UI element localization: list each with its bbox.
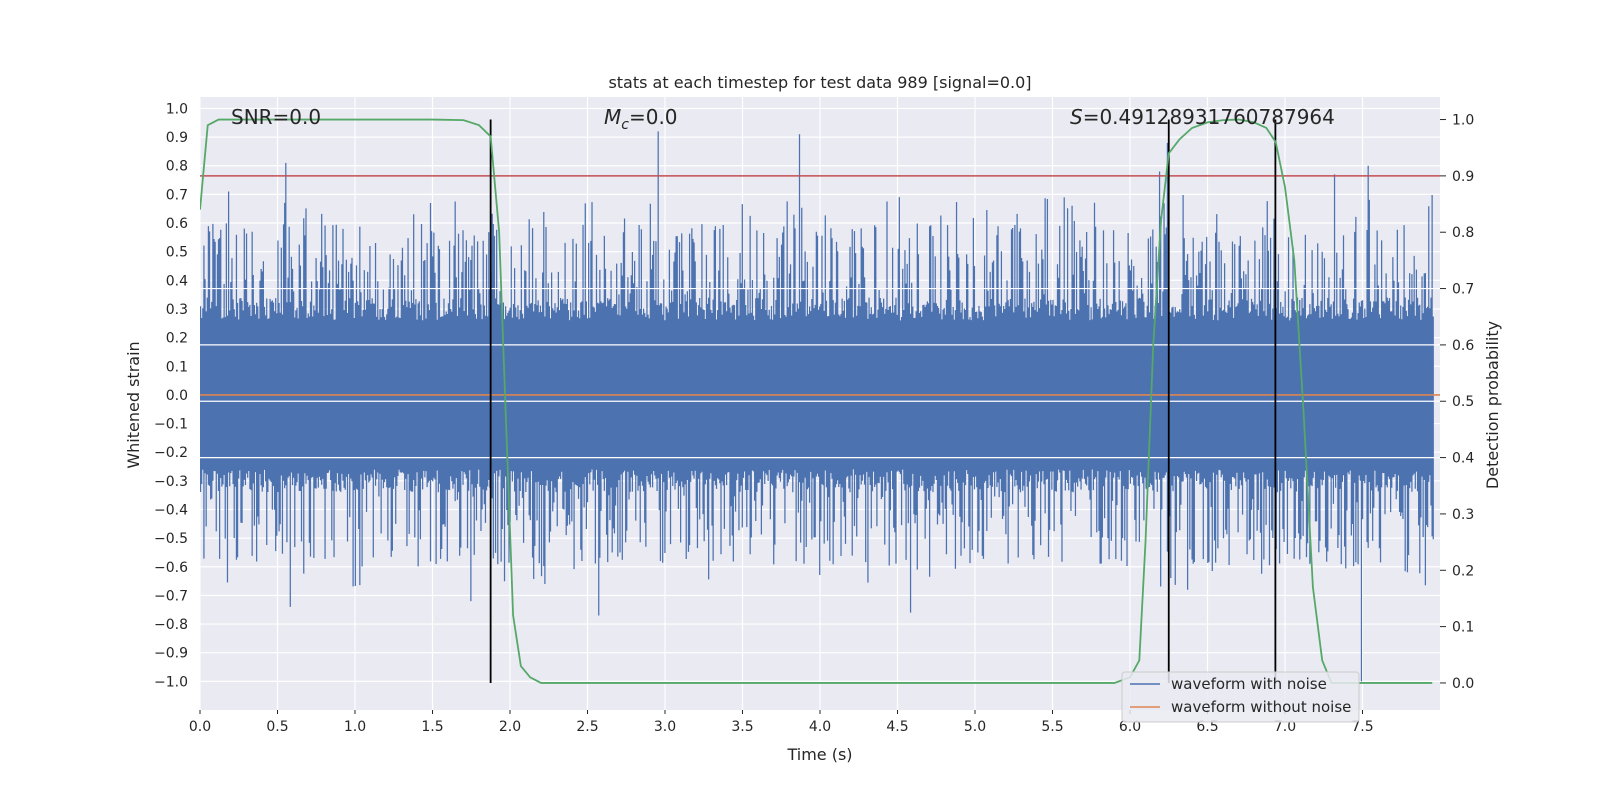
x-tick-label: 4.0 (809, 719, 831, 735)
chart-title: stats at each timestep for test data 989… (608, 73, 1031, 92)
x-axis-label: Time (s) (786, 745, 852, 764)
x-tick-label: 7.5 (1351, 719, 1373, 735)
y-right-tick-label: 1.0 (1452, 113, 1474, 129)
x-tick-label: 0.5 (266, 719, 288, 735)
x-tick-label: 1.5 (421, 719, 443, 735)
x-tick-label: 3.5 (731, 719, 753, 735)
x-tick-label: 6.0 (1119, 719, 1141, 735)
chirp-mass-symbol: M (604, 105, 621, 129)
y-left-tick-label: −0.2 (154, 445, 188, 461)
overlay-lines (200, 118, 1440, 684)
y-axis-label-left: Whitened strain (124, 341, 143, 468)
y-left-tick-label: 0.9 (166, 130, 188, 146)
y-left-tick-label: 0.0 (166, 388, 188, 404)
x-tick-label: 1.0 (344, 719, 366, 735)
y-right-tick-label: 0.9 (1452, 169, 1474, 185)
y-right-tick-label: 0.1 (1452, 620, 1474, 636)
y-left-tick-label: 0.7 (166, 187, 188, 203)
x-tick-label: 5.0 (964, 719, 986, 735)
legend-label-noise: waveform with noise (1171, 675, 1327, 693)
x-tick-label: 7.0 (1274, 719, 1296, 735)
y-left-tick-label: 0.1 (166, 359, 188, 375)
x-tick-label: 5.5 (1041, 719, 1063, 735)
y-left-tick-label: −0.5 (154, 531, 188, 547)
y-left-tick-label: 0.8 (166, 159, 188, 175)
axes: 0.0 0.5 1.0 1.5 2.0 2.5 3.0 3.5 4.0 4.5 5.0 5.5 6.0 6… (154, 101, 1474, 735)
y-left-tick-label: 0.5 (166, 245, 188, 261)
y-right-tick-label: 0.7 (1452, 282, 1474, 298)
y-left-tick-label: −0.1 (154, 417, 188, 433)
y-axis-label-right: Detection probability (1483, 321, 1502, 489)
score-annotation: S=0.49128931760787964 (1070, 105, 1335, 129)
y-right-tick-label: 0.3 (1452, 507, 1474, 523)
x-tick-label: 4.5 (886, 719, 908, 735)
chirp-mass-value: =0.0 (629, 105, 678, 129)
detection-probability-line (200, 118, 1433, 684)
chirp-mass-annotation: Mc=0.0 (604, 105, 678, 133)
y-right-tick-label: 0.4 (1452, 451, 1474, 467)
y-left-tick-label: −0.4 (154, 502, 188, 518)
score-symbol: S (1070, 105, 1083, 129)
legend-label-clean: waveform without noise (1171, 698, 1351, 716)
y-right-tick-label: 0.2 (1452, 563, 1474, 579)
y-right-tick-label: 0.5 (1452, 394, 1474, 410)
y-left-tick-label: −1.0 (154, 674, 188, 690)
y-left-tick-label: 1.0 (166, 101, 188, 117)
x-tick-label: 6.5 (1196, 719, 1218, 735)
y-right-tick-label: 0.6 (1452, 338, 1474, 354)
x-tick-label: 2.0 (499, 719, 521, 735)
score-value: =0.49128931760787964 (1083, 105, 1335, 129)
y-left-tick-label: −0.6 (154, 560, 188, 576)
x-tick-label: 3.0 (654, 719, 676, 735)
y-left-tick-label: 0.4 (166, 273, 188, 289)
y-left-tick-label: −0.3 (154, 474, 188, 490)
y-left-tick-label: 0.2 (166, 331, 188, 347)
x-tick-label: 2.5 (576, 719, 598, 735)
legend-box (1121, 671, 1360, 723)
legend: waveform with noise waveform without noi… (1121, 671, 1360, 723)
y-right-tick-label: 0.8 (1452, 225, 1474, 241)
y-left-tick-label: −0.7 (154, 588, 188, 604)
chirp-mass-subscript: c (621, 117, 629, 133)
y-right-tick-label: 0.0 (1452, 676, 1474, 692)
y-left-tick-label: 0.6 (166, 216, 188, 232)
y-left-tick-label: −0.9 (154, 646, 188, 662)
y-left-tick-label: −0.8 (154, 617, 188, 633)
snr-annotation: SNR=0.0 (231, 105, 321, 129)
x-tick-label: 0.0 (189, 719, 211, 735)
y-left-tick-label: 0.3 (166, 302, 188, 318)
